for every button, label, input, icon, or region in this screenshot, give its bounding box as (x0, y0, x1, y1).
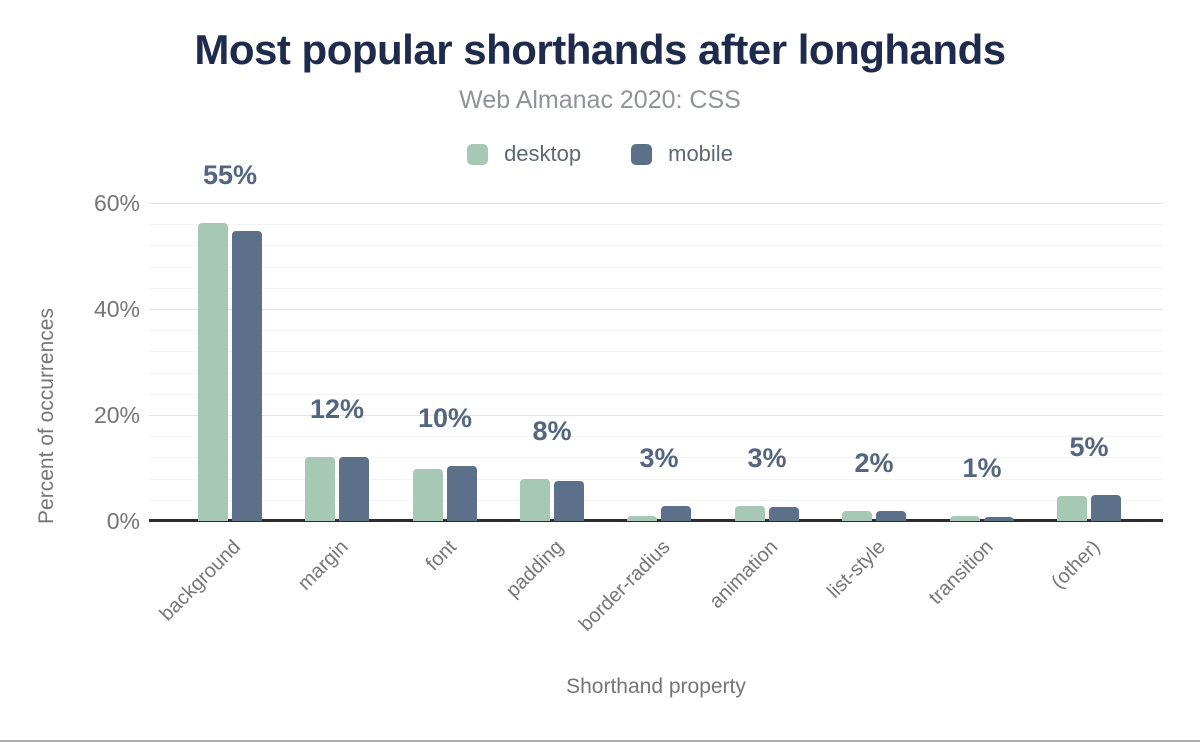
y-tick-label: 60% (93, 190, 140, 216)
data-label-(other): 5% (1069, 432, 1109, 462)
x-tick-label-background: background (156, 536, 246, 626)
x-axis-title: Shorthand property (566, 675, 746, 698)
x-tick-label-margin: margin (293, 536, 353, 595)
gridline-minor (149, 288, 1163, 289)
legend: desktop mobile (0, 141, 1200, 167)
data-label-list-style: 2% (854, 448, 894, 478)
data-label-animation: 3% (747, 443, 787, 473)
data-label-transition: 1% (962, 453, 1002, 483)
legend-swatch-mobile (631, 143, 653, 165)
gridline-minor (149, 436, 1163, 437)
gridline-major (149, 203, 1163, 204)
data-label-margin: 12% (309, 394, 365, 424)
y-tick-label: 40% (93, 296, 140, 322)
bar-desktop-font (413, 469, 443, 521)
bar-desktop-transition (950, 516, 980, 521)
gridline-minor (149, 373, 1163, 374)
bar-desktop-animation (735, 506, 765, 521)
chart-title: Most popular shorthands after longhands (194, 26, 1006, 73)
chart-subtitle: Web Almanac 2020: CSS (459, 86, 741, 114)
bar-mobile-margin (339, 457, 369, 521)
gridline-major (149, 309, 1163, 310)
gridline-minor (149, 457, 1163, 458)
legend-item-mobile: mobile (631, 141, 733, 167)
legend-swatch-desktop (467, 143, 489, 165)
x-tick-label-animation: animation (705, 536, 783, 613)
gridline-minor (149, 351, 1163, 352)
bar-desktop-list-style (842, 511, 872, 521)
bar-desktop-background (198, 223, 228, 521)
bar-mobile-list-style (876, 511, 906, 521)
legend-label-desktop: desktop (504, 141, 582, 166)
x-tick-label-border-radius: border-radius (574, 536, 675, 636)
x-tick-label-padding: padding (501, 536, 568, 602)
bar-mobile-(other) (1091, 495, 1121, 521)
y-tick-label: 20% (93, 402, 140, 428)
gridline-minor (149, 479, 1163, 480)
y-tick-label: 0% (106, 508, 140, 534)
x-tick-label-transition: transition (924, 536, 998, 609)
bar-desktop-margin (305, 457, 335, 521)
x-tick-label-font: font (421, 536, 461, 576)
gridline-major (149, 415, 1163, 416)
legend-item-desktop: desktop (467, 141, 581, 167)
gridline-minor (149, 394, 1163, 395)
bar-mobile-font (447, 466, 477, 521)
bar-mobile-transition (984, 517, 1014, 521)
bar-mobile-padding (554, 481, 584, 521)
bar-desktop-(other) (1057, 496, 1087, 521)
gridline-minor (149, 267, 1163, 268)
data-label-background: 55% (202, 160, 258, 190)
data-label-font: 10% (417, 403, 473, 433)
bar-desktop-border-radius (627, 516, 657, 521)
gridline-minor (149, 224, 1163, 225)
data-label-padding: 8% (532, 416, 572, 446)
gridline-minor (149, 500, 1163, 501)
bar-desktop-padding (520, 479, 550, 521)
legend-label-mobile: mobile (668, 141, 733, 166)
bar-mobile-animation (769, 507, 799, 521)
gridline-minor (149, 330, 1163, 331)
gridline-minor (149, 245, 1163, 246)
x-tick-label-(other): (other) (1047, 536, 1105, 594)
bottom-edge-line (0, 740, 1200, 742)
bar-mobile-background (232, 231, 262, 521)
data-label-border-radius: 3% (639, 443, 679, 473)
x-tick-label-list-style: list-style (822, 536, 890, 603)
bar-mobile-border-radius (661, 506, 691, 521)
